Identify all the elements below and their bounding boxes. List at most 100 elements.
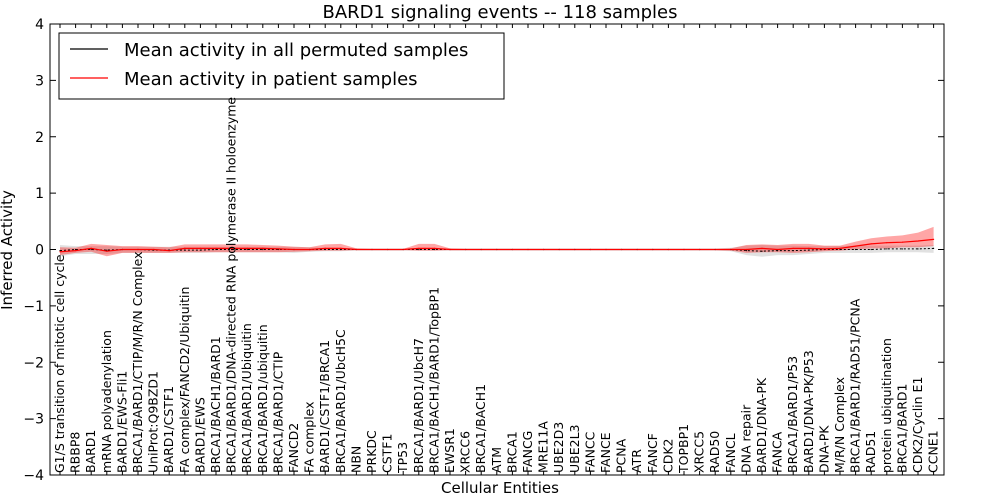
x-category-label: UBE2L3 [567, 425, 582, 474]
x-category-label: ATM [489, 447, 504, 473]
patient-point [870, 243, 872, 245]
patient-point [215, 247, 217, 249]
patient-point [792, 247, 794, 249]
patient-point [901, 241, 904, 243]
x-category-label: protein ubiquitination [879, 338, 894, 473]
patient-point [231, 247, 233, 249]
patient-point [121, 248, 123, 251]
patient-point [402, 248, 404, 251]
patient-point [75, 250, 77, 252]
patient-point [605, 248, 607, 251]
permuted-point [75, 248, 77, 251]
patient-point [309, 248, 311, 251]
permuted-point [106, 249, 108, 251]
x-category-label: UBE2D3 [551, 422, 566, 473]
patient-point [745, 248, 748, 251]
permuted-point [745, 250, 748, 252]
x-category-label: TOPBP1 [676, 424, 691, 474]
x-category-label: mRNA polyadenylation [99, 330, 114, 473]
x-category-label: BRCA1/BARD1/CTIP/M/R/N Complex [130, 251, 145, 473]
x-category-label: BRCA1/BARD1/DNA-directed RNA polymerase … [224, 97, 239, 473]
x-category-label: BARD1/DNA-PK [754, 377, 769, 473]
x-category-label: CCNE1 [926, 430, 941, 473]
permuted-point [246, 248, 248, 251]
x-category-label: NBN [348, 446, 363, 473]
patient-point [855, 245, 857, 247]
x-category-label: G1/S transition of mitotic cell cycle [52, 254, 67, 473]
x-category-label: RAD51 [863, 431, 878, 473]
patient-point [199, 247, 201, 249]
x-category-label: BRCA1/BARD1/UbcH5C [333, 329, 348, 473]
x-category-label: ATR [629, 449, 644, 473]
patient-point [184, 247, 186, 249]
patient-point [699, 248, 701, 251]
x-category-label: RAD50 [707, 431, 722, 473]
x-category-label: BARD1 [83, 430, 98, 473]
x-category-label: BARD1/EWS [192, 397, 207, 473]
x-category-label: BRCA1/BARD1/ubiquitin [255, 324, 270, 473]
x-category-label: BARD1/CSTF1 [161, 386, 176, 473]
patient-point [683, 248, 685, 251]
patient-point [730, 248, 732, 251]
patient-point [839, 247, 841, 249]
x-category-label: FANCE [598, 432, 613, 473]
x-category-label: FANCL [723, 433, 738, 473]
patient-point [59, 251, 61, 253]
patient-point [106, 250, 108, 252]
permuted-point [262, 248, 264, 251]
x-category-label: TP53 [395, 442, 410, 474]
x-category-label: XRCC5 [692, 431, 707, 473]
x-category-label: FANCG [520, 431, 535, 473]
x-category-label: BRCA1/BARD1/RAD51/PCNA [848, 298, 863, 473]
x-category-label: BRCA1/BARD1 [894, 384, 909, 473]
x-category-label: RBBP8 [68, 432, 83, 473]
x-category-label: BRCA1/BACH1/BARD1 [208, 336, 223, 473]
permuted-point [870, 248, 872, 251]
y-tick-label: 1 [35, 186, 44, 202]
y-tick-label: 0 [35, 243, 44, 259]
patient-point [480, 248, 482, 251]
patient-point [137, 248, 139, 251]
x-category-label: BRCA1/BARD1/P53 [785, 356, 800, 473]
x-category-label: FANCF [645, 433, 660, 473]
patient-point [917, 240, 919, 242]
permuted-point [777, 250, 779, 252]
patient-point [324, 247, 326, 249]
x-category-label: XRCC6 [458, 431, 473, 473]
patient-point [777, 248, 779, 251]
x-category-label: BRCA1/BARD1/CTIP [270, 351, 285, 473]
permuted-point [215, 248, 217, 251]
patient-point [418, 247, 420, 249]
permuted-point [901, 248, 904, 250]
permuted-point [90, 248, 92, 251]
x-category-label: DNA repair [738, 404, 753, 473]
legend: Mean activity in all permuted samples Me… [58, 32, 505, 100]
patient-point [496, 248, 498, 251]
permuted-point [199, 249, 201, 251]
patient-point [90, 247, 92, 249]
permuted-point [761, 250, 763, 252]
x-category-label: PCNA [614, 438, 629, 473]
x-category-label: PRKDC [364, 430, 379, 473]
patient-point [543, 248, 545, 251]
patient-point [527, 248, 529, 251]
permuted-point [340, 248, 342, 251]
patient-point [433, 247, 435, 249]
x-category-label: MRE11A [536, 421, 551, 473]
x-category-label: BARD1/CSTF1/BRCA1 [317, 340, 332, 473]
x-category-label: BRCA1 [504, 431, 519, 473]
chart-title: BARD1 signaling events -- 118 samples [323, 2, 678, 23]
y-tick-label: −2 [23, 355, 44, 371]
y-tick-label: −1 [23, 299, 44, 315]
patient-point [465, 248, 467, 251]
y-tick-label: 4 [35, 17, 44, 33]
patient-point [511, 248, 513, 251]
patient-point [714, 248, 716, 251]
x-category-label: BARD1/DNA-PK/P53 [801, 350, 816, 473]
permuted-point [933, 247, 935, 249]
patient-point [558, 248, 560, 251]
patient-point [761, 247, 763, 249]
patient-point [277, 248, 279, 250]
permuted-point [184, 249, 186, 251]
